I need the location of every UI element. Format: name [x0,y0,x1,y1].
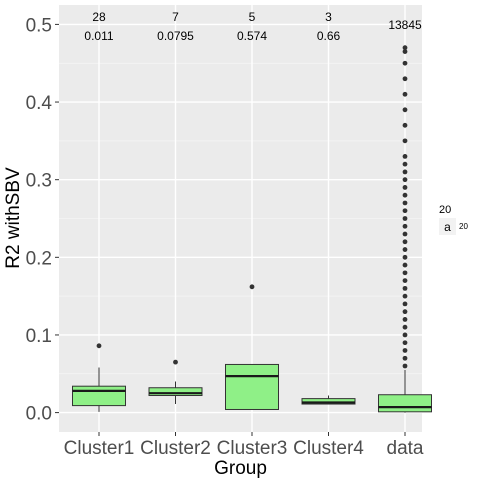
outlier-point [402,270,408,276]
outlier-point [402,138,408,144]
outlier-point [402,153,408,159]
outlier-point [402,278,408,284]
y-tick-label: 0.0 [26,404,52,425]
legend-label: 20 [459,222,468,231]
count-label: 28 [92,10,106,24]
box-body [301,398,356,405]
outlier-point [402,293,408,299]
box-body [225,363,279,410]
outlier-point [402,317,408,322]
value-label: 0.66 [317,29,341,43]
count-label: 7 [172,10,179,24]
y-tick-label: 0.3 [26,171,52,192]
y-tick-label: 0.4 [26,93,53,114]
legend-key-glyph: a [444,220,451,234]
outlier-point [249,284,255,290]
outlier-point [402,192,408,198]
outlier-point [402,363,408,369]
y-axis-title: R2 withSBV [3,167,24,269]
outlier-point [402,239,408,245]
outlier-point [402,185,408,190]
outlier-point [402,177,408,183]
box-body [72,385,126,407]
x-axis: Cluster1 Cluster2 Cluster3 Cluster4 data [64,432,424,459]
outlier-point [402,91,408,97]
outlier-point [402,161,408,167]
outlier-point [402,223,408,229]
outlier-point [402,355,408,361]
outlier-point [402,309,408,315]
outlier-point [402,254,408,260]
y-tick-label: 0.5 [26,15,52,36]
count-label: 13845 [388,18,422,32]
outlier-point [402,45,408,51]
outlier-point [402,169,408,175]
outlier-point [402,216,408,221]
x-tick-label: Cluster4 [293,438,364,459]
box-cluster4 [301,395,356,405]
x-tick-label: Cluster2 [140,438,211,459]
outlier-point [402,49,408,54]
value-label: 0.011 [84,29,113,43]
major-gridlines [59,5,422,432]
count-label: 5 [249,10,256,24]
outlier-point [402,301,408,307]
outlier-point [402,247,408,252]
outlier-point [173,359,178,365]
y-axis: 0.0 0.1 0.2 0.3 0.4 0.5 [26,15,59,425]
outlier-point [402,200,408,206]
legend: 20 a 20 [439,204,468,235]
value-label: 0.574 [237,29,267,43]
outlier-point [402,60,408,66]
x-tick-label: Cluster1 [64,438,135,459]
legend-title: 20 [439,204,451,216]
y-tick-label: 0.1 [26,326,52,347]
outlier-point [402,348,408,353]
box-body [148,387,203,397]
outlier-point [402,208,408,214]
count-annotations: 28 0.011 7 0.0795 5 0.574 3 0.66 13845 [84,10,422,43]
count-label: 3 [325,10,332,24]
outlier-point [96,343,102,349]
x-axis-title: Group [214,458,267,479]
outlier-point [402,262,408,268]
outlier-point [402,231,408,237]
x-tick-label: data [387,438,424,459]
outlier-point [402,122,408,128]
y-tick-label: 0.2 [26,248,52,269]
outlier-point [402,332,408,338]
box-body [378,394,432,413]
outlier-point [402,107,408,113]
legend-key [439,218,456,235]
outlier-point [402,340,408,346]
minor-gridlines [59,62,422,375]
value-label: 0.0795 [157,29,194,43]
x-tick-label: Cluster3 [217,438,288,459]
outlier-point [402,324,408,330]
box-cluster3 [225,284,279,410]
box-series [72,45,432,413]
box-cluster2 [148,359,203,405]
outlier-point [402,285,408,291]
outlier-point [402,76,408,82]
box-cluster1 [72,343,126,412]
box-data [378,45,432,413]
